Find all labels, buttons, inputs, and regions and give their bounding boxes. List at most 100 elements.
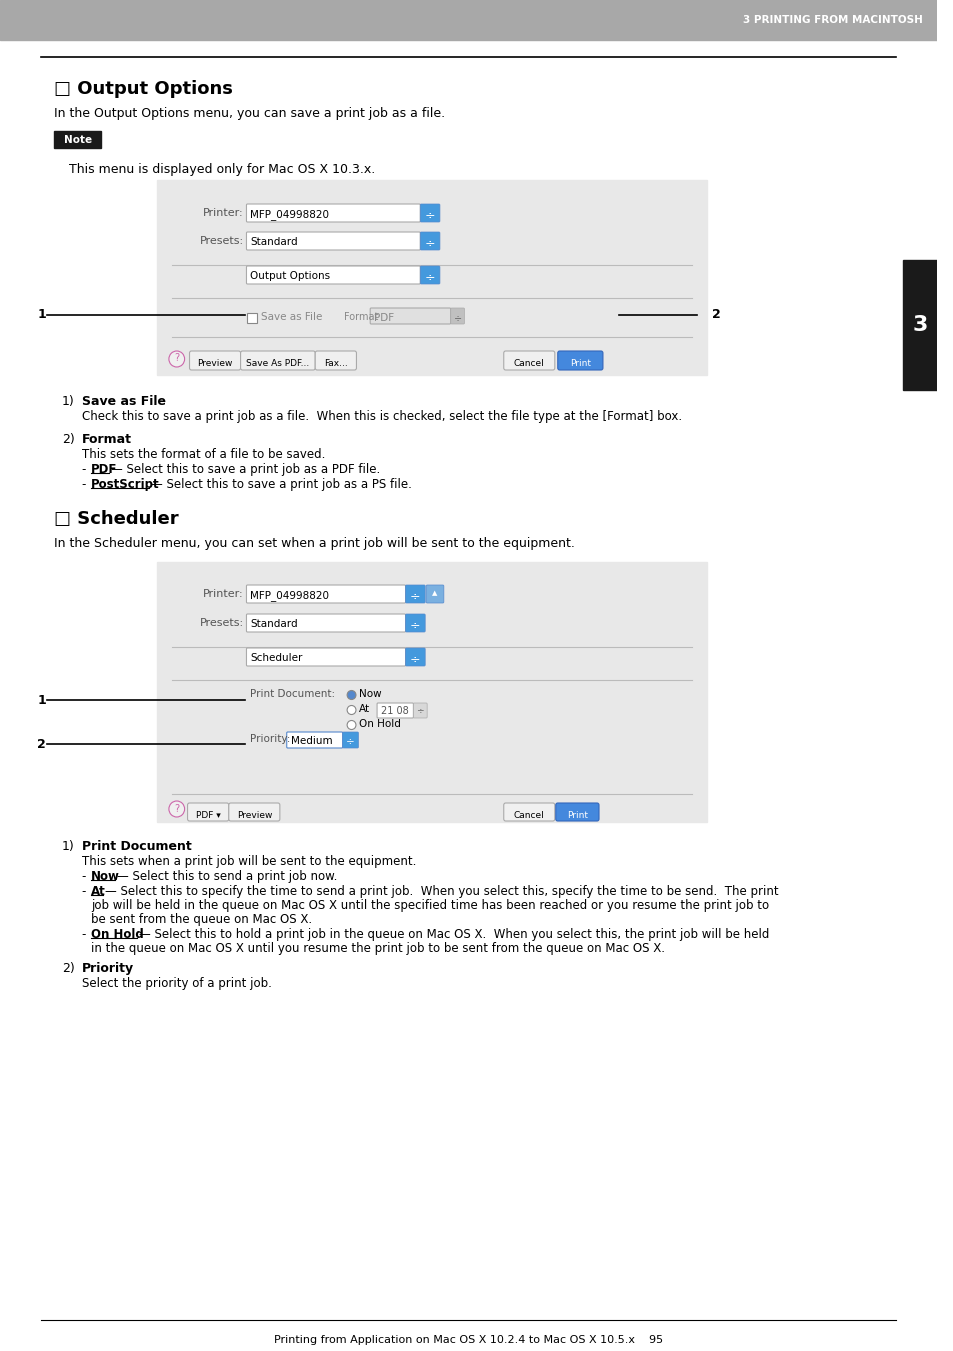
FancyBboxPatch shape: [246, 266, 420, 284]
Text: 1: 1: [37, 308, 46, 322]
Circle shape: [169, 801, 185, 817]
FancyBboxPatch shape: [413, 703, 427, 717]
FancyBboxPatch shape: [287, 732, 342, 748]
Text: ?: ?: [174, 804, 179, 815]
FancyBboxPatch shape: [405, 648, 425, 666]
Text: Now: Now: [359, 689, 381, 698]
Text: Note: Note: [64, 135, 91, 145]
Text: -: -: [81, 478, 86, 490]
Bar: [54, 131, 101, 149]
Text: — Select this to send a print job now.: — Select this to send a print job now.: [116, 870, 336, 884]
Text: — Select this to save a print job as a PDF file.: — Select this to save a print job as a P…: [111, 463, 380, 476]
Bar: [247, 313, 257, 323]
Text: □ Scheduler: □ Scheduler: [54, 509, 178, 528]
Text: Check this to save a print job as a file.  When this is checked, select the file: Check this to save a print job as a file…: [81, 409, 680, 423]
FancyBboxPatch shape: [246, 585, 405, 603]
Text: ÷: ÷: [410, 619, 420, 632]
Text: At: At: [359, 704, 370, 713]
Text: -: -: [81, 928, 86, 942]
Text: Medium: Medium: [291, 736, 332, 746]
Text: ÷: ÷: [424, 272, 435, 284]
Text: ▲: ▲: [432, 590, 437, 596]
FancyBboxPatch shape: [450, 308, 464, 324]
FancyBboxPatch shape: [376, 703, 413, 717]
Text: Select the priority of a print job.: Select the priority of a print job.: [81, 977, 271, 990]
Text: Now: Now: [91, 870, 120, 884]
Text: Scheduler: Scheduler: [250, 653, 302, 663]
FancyBboxPatch shape: [420, 204, 439, 222]
Text: Printer:: Printer:: [203, 589, 243, 598]
Text: 2): 2): [62, 434, 74, 446]
FancyBboxPatch shape: [240, 351, 314, 370]
Text: 1: 1: [37, 693, 46, 707]
FancyBboxPatch shape: [405, 585, 425, 603]
Text: Output Options: Output Options: [250, 272, 330, 281]
FancyBboxPatch shape: [558, 351, 602, 370]
Text: ÷: ÷: [424, 236, 435, 250]
Text: Standard: Standard: [250, 619, 297, 630]
Text: PDF ▾: PDF ▾: [195, 811, 220, 820]
Text: On Hold: On Hold: [91, 928, 144, 942]
Text: PDF: PDF: [374, 313, 394, 323]
Text: Printing from Application on Mac OS X 10.2.4 to Mac OS X 10.5.x    95: Printing from Application on Mac OS X 10…: [274, 1335, 662, 1346]
Text: 1): 1): [62, 394, 74, 408]
Text: -: -: [81, 870, 86, 884]
Text: 1): 1): [62, 840, 74, 852]
Text: -: -: [81, 463, 86, 476]
Text: 2): 2): [62, 962, 74, 975]
Text: ÷: ÷: [453, 313, 461, 323]
Text: Priority:: Priority:: [250, 734, 291, 744]
FancyBboxPatch shape: [229, 802, 279, 821]
FancyBboxPatch shape: [370, 308, 450, 324]
Text: ÷: ÷: [410, 653, 420, 666]
Text: Format: Format: [81, 434, 132, 446]
Text: Printer:: Printer:: [203, 208, 243, 218]
Circle shape: [169, 351, 185, 367]
Text: — Select this to hold a print job in the queue on Mac OS X.  When you select thi: — Select this to hold a print job in the…: [139, 928, 769, 942]
Text: job will be held in the queue on Mac OS X until the specified time has been reac: job will be held in the queue on Mac OS …: [91, 898, 769, 912]
Text: MFP_04998820: MFP_04998820: [250, 209, 329, 220]
Text: Save as File: Save as File: [81, 394, 165, 408]
Text: This sets the format of a file to be saved.: This sets the format of a file to be sav…: [81, 449, 325, 461]
Text: in the queue on Mac OS X until you resume the print job to be sent from the queu: in the queue on Mac OS X until you resum…: [91, 942, 664, 955]
Text: PDF: PDF: [91, 463, 117, 476]
Bar: [902, 259, 936, 390]
Text: ÷: ÷: [424, 209, 435, 222]
Circle shape: [347, 720, 355, 730]
Text: Preview: Preview: [197, 359, 233, 367]
FancyBboxPatch shape: [190, 351, 240, 370]
FancyBboxPatch shape: [556, 802, 598, 821]
Bar: [157, 562, 706, 821]
FancyBboxPatch shape: [246, 648, 405, 666]
Text: At: At: [91, 885, 106, 898]
Text: Fax...: Fax...: [324, 359, 347, 367]
Text: 3: 3: [911, 315, 927, 335]
FancyBboxPatch shape: [503, 802, 555, 821]
Text: This menu is displayed only for Mac OS X 10.3.x.: This menu is displayed only for Mac OS X…: [69, 163, 375, 176]
Text: On Hold: On Hold: [359, 719, 401, 730]
FancyBboxPatch shape: [503, 351, 555, 370]
Text: ÷: ÷: [346, 736, 355, 746]
Text: Print: Print: [566, 811, 587, 820]
FancyBboxPatch shape: [246, 232, 420, 250]
Text: Priority: Priority: [81, 962, 133, 975]
Text: Save As PDF...: Save As PDF...: [246, 359, 309, 367]
Text: Preview: Preview: [236, 811, 272, 820]
Text: In the Output Options menu, you can save a print job as a file.: In the Output Options menu, you can save…: [54, 107, 445, 120]
Text: — Select this to save a print job as a PS file.: — Select this to save a print job as a P…: [152, 478, 412, 490]
Text: ÷: ÷: [416, 707, 424, 715]
Bar: [0, 0, 936, 41]
Text: This sets when a print job will be sent to the equipment.: This sets when a print job will be sent …: [81, 855, 416, 867]
Text: MFP_04998820: MFP_04998820: [250, 590, 329, 601]
Text: Cancel: Cancel: [514, 811, 544, 820]
Bar: [157, 180, 706, 376]
FancyBboxPatch shape: [188, 802, 229, 821]
Text: Format: Format: [343, 312, 377, 322]
Circle shape: [347, 690, 355, 700]
Text: Print Document:: Print Document:: [250, 689, 335, 698]
FancyBboxPatch shape: [405, 613, 425, 632]
Text: 2: 2: [711, 308, 720, 322]
Text: 21 08: 21 08: [380, 707, 408, 716]
Text: Presets:: Presets:: [199, 617, 243, 628]
Text: 2: 2: [37, 738, 46, 751]
